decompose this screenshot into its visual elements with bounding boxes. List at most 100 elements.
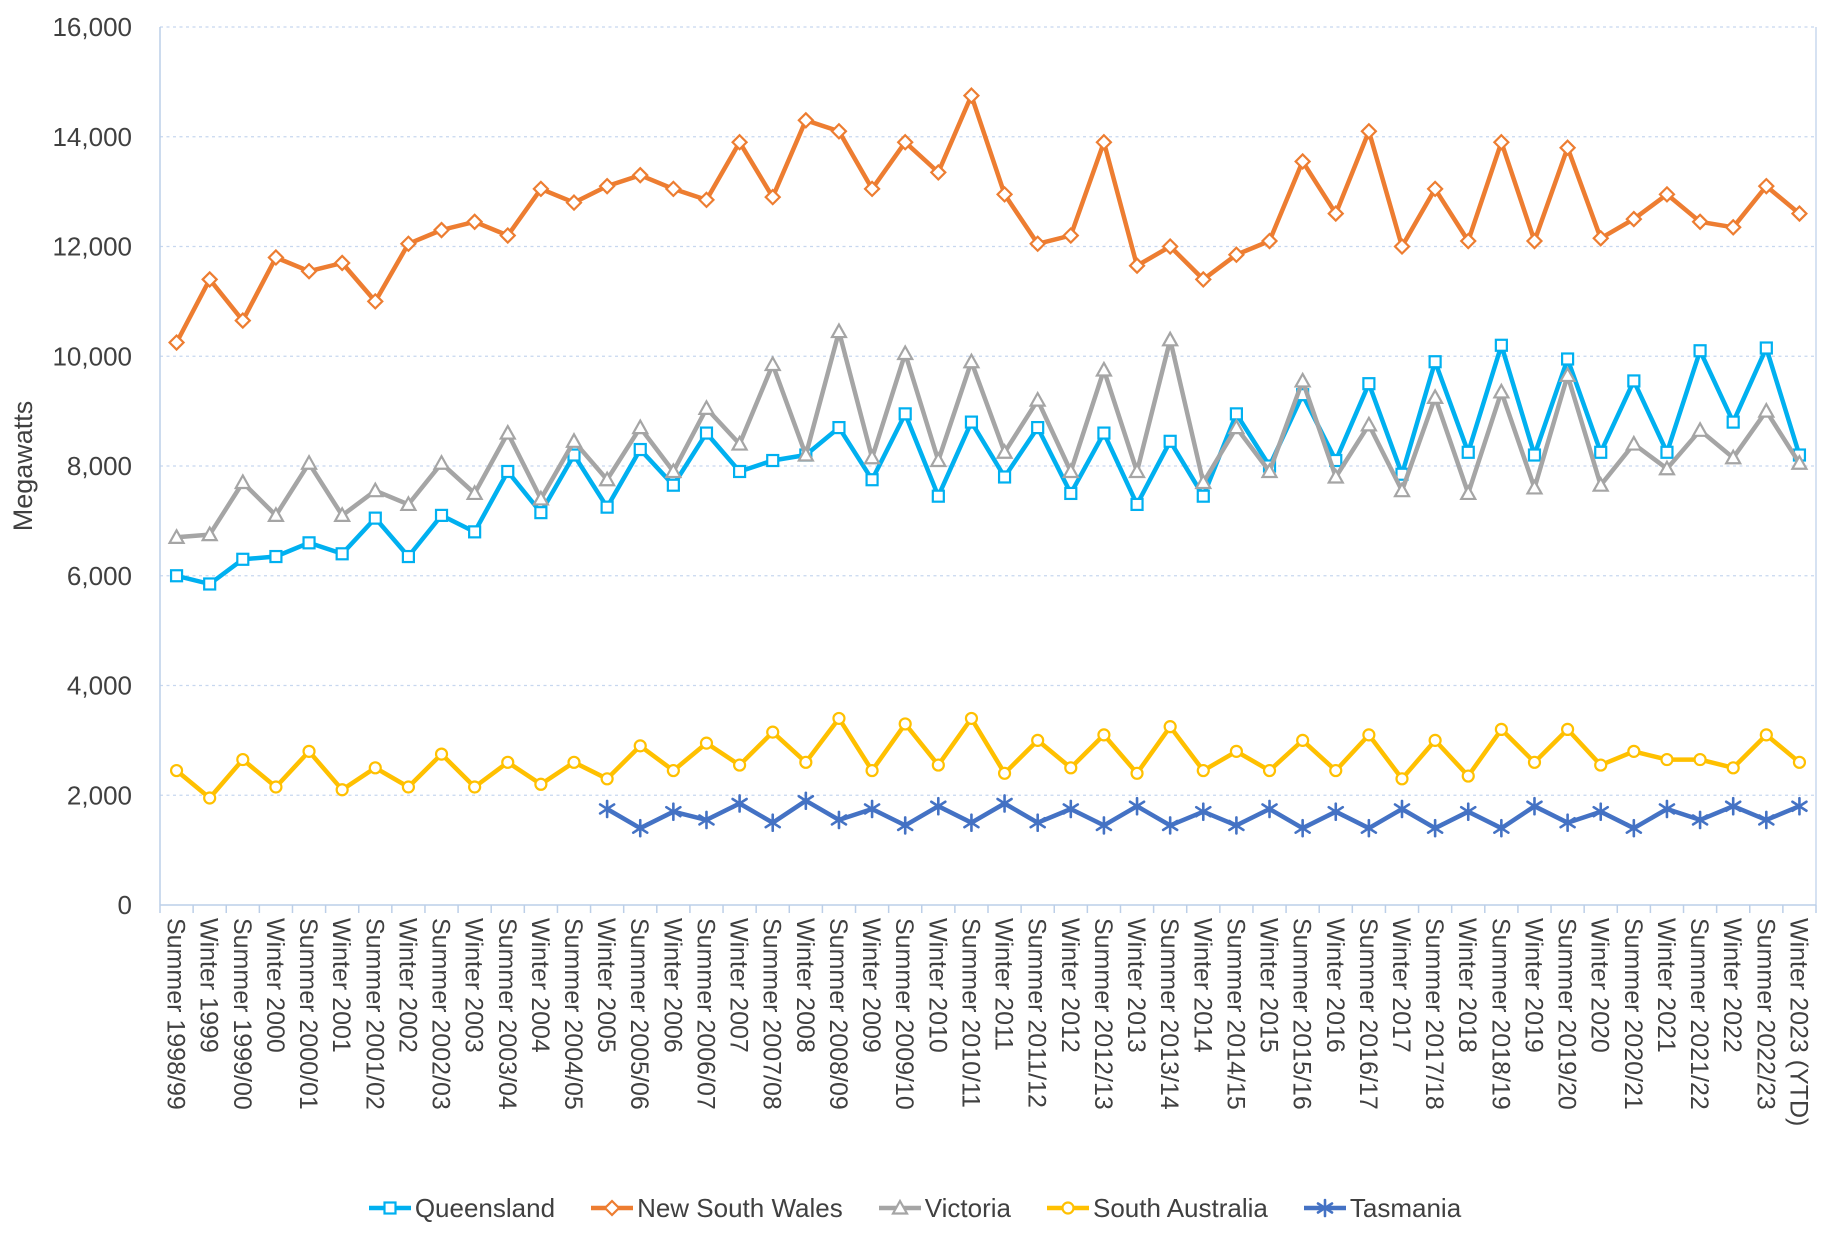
marker-south-australia	[1097, 728, 1111, 742]
marker-queensland	[1097, 426, 1111, 440]
marker-victoria	[267, 506, 285, 522]
marker-south-australia	[1627, 744, 1641, 758]
series-queensland	[169, 338, 1807, 591]
x-axis-tick-label: Winter 2018	[1453, 918, 1481, 1053]
marker-victoria	[995, 443, 1014, 459]
marker-queensland	[931, 489, 945, 503]
x-axis-tick-label: Summer 2008/09	[824, 918, 852, 1110]
x-axis-tick-label: Summer 2009/10	[890, 918, 918, 1110]
marker-south-australia	[1362, 728, 1376, 742]
marker-legend-victoria	[890, 1198, 909, 1215]
x-axis-tick-label: Winter 2013	[1122, 918, 1150, 1053]
marker-south-australia	[236, 752, 250, 767]
marker-tasmania	[1062, 803, 1080, 815]
y-axis-tick-label: 2,000	[67, 780, 132, 810]
x-axis-tick-label: Winter 2017	[1387, 918, 1415, 1053]
y-axis-tick-label: 0	[118, 890, 132, 920]
x-axis-tick-label: Winter 2016	[1321, 918, 1349, 1053]
x-axis-tick-label: Summer 2022/23	[1751, 918, 1779, 1110]
marker-tasmania	[665, 805, 682, 818]
x-axis-tick-label: Summer 2018/19	[1486, 918, 1514, 1110]
marker-tasmania	[1128, 800, 1146, 813]
marker-queensland	[1627, 374, 1641, 388]
y-axis-tick-label: 10,000	[52, 341, 132, 371]
x-axis-tick-label: Winter 2023 (YTD)	[1784, 918, 1812, 1126]
marker-victoria	[1525, 478, 1544, 495]
marker-queensland	[1693, 344, 1707, 358]
marker-victoria	[399, 495, 418, 512]
marker-victoria	[1393, 481, 1411, 498]
marker-tasmania	[764, 816, 782, 829]
marker-victoria	[863, 448, 881, 465]
marker-new-south-wales	[797, 111, 815, 129]
x-axis-tick-label: Summer 2021/22	[1685, 918, 1713, 1110]
x-axis-tick-label: Summer 2013/14	[1155, 918, 1183, 1110]
marker-queensland	[1163, 434, 1177, 448]
marker-south-australia	[1594, 758, 1608, 772]
marker-victoria	[1492, 382, 1511, 399]
marker-victoria	[796, 445, 815, 462]
x-axis-tick-label: Summer 2020/21	[1619, 918, 1647, 1110]
marker-south-australia	[434, 747, 449, 761]
marker-new-south-wales	[532, 180, 550, 198]
legend-marker-queensland-icon	[368, 1201, 411, 1215]
marker-south-australia	[1196, 763, 1210, 778]
marker-queensland	[1064, 486, 1078, 501]
marker-tasmania	[830, 814, 848, 826]
marker-tasmania	[1161, 819, 1179, 832]
marker-queensland	[434, 508, 449, 522]
marker-tasmania	[1758, 814, 1775, 826]
marker-tasmania	[1658, 803, 1676, 815]
x-axis-tick-label: Winter 2020	[1586, 918, 1614, 1053]
y-axis-tick-label: 8,000	[67, 451, 132, 481]
marker-tasmania	[1724, 800, 1742, 813]
marker-queensland	[1130, 497, 1144, 512]
legend-item-south-australia[interactable]: South Australia	[1045, 1193, 1268, 1224]
marker-queensland	[269, 549, 283, 564]
marker-new-south-wales	[1194, 270, 1212, 288]
marker-south-australia	[1693, 752, 1707, 767]
marker-tasmania	[1426, 822, 1444, 834]
legend-item-tasmania[interactable]: Tasmania	[1302, 1193, 1461, 1224]
y-axis-tick-label: 14,000	[52, 122, 132, 152]
marker-queensland	[1229, 407, 1244, 421]
x-axis-tick-label: Summer 2001/02	[360, 918, 388, 1110]
marker-queensland	[368, 511, 382, 525]
marker-new-south-wales	[631, 166, 649, 184]
marker-south-australia	[666, 763, 680, 778]
legend-item-queensland[interactable]: Queensland	[367, 1193, 555, 1224]
marker-tasmania	[1194, 805, 1212, 818]
marker-new-south-wales	[300, 262, 318, 280]
legend-item-new-south-wales[interactable]: New South Wales	[589, 1193, 843, 1224]
marker-victoria	[1095, 360, 1113, 377]
marker-queensland	[236, 552, 250, 566]
x-axis-tick-label: Winter 1999	[195, 918, 223, 1053]
legend-label: Tasmania	[1349, 1192, 1462, 1223]
marker-new-south-wales	[1161, 237, 1179, 256]
marker-victoria	[1128, 462, 1146, 479]
marker-tasmania	[930, 800, 947, 813]
marker-victoria	[962, 352, 981, 369]
marker-victoria	[565, 432, 583, 448]
marker-south-australia	[1229, 744, 1244, 758]
y-axis-tick-label: 6,000	[67, 561, 132, 591]
marker-new-south-wales	[1294, 152, 1312, 170]
marker-queensland	[1527, 448, 1542, 462]
x-axis-tick-label: Winter 2007	[725, 918, 753, 1053]
marker-new-south-wales	[1459, 232, 1477, 250]
marker-new-south-wales	[1790, 205, 1808, 223]
x-axis-tick-labels: Summer 1998/99 Winter 1999 Summer 1999/00 W…	[162, 918, 1813, 1126]
marker-tasmania	[698, 814, 715, 826]
marker-south-australia	[368, 761, 382, 775]
marker-new-south-wales	[432, 221, 451, 239]
legend-item-victoria[interactable]: Victoria	[877, 1193, 1011, 1224]
marker-victoria	[697, 399, 716, 415]
marker-legend-south-australia	[1061, 1201, 1075, 1215]
x-axis-tick-label: Summer 2012/13	[1089, 918, 1117, 1110]
marker-victoria	[896, 344, 915, 361]
marker-victoria	[631, 418, 650, 435]
marker-victoria	[1028, 390, 1047, 407]
axes-group	[159, 27, 1817, 913]
marker-tasmania	[631, 822, 649, 834]
marker-tasmania	[598, 803, 616, 815]
